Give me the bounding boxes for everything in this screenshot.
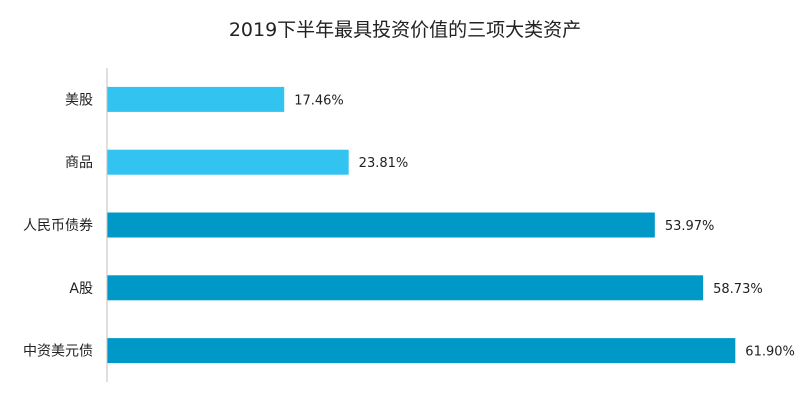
value-label-2: 53.97%: [665, 219, 715, 234]
category-label-1: 商品: [65, 155, 93, 171]
value-label-3: 58.73%: [713, 282, 763, 297]
category-label-4: 中资美元债: [23, 344, 93, 360]
bar-2: [107, 212, 655, 238]
bar-0: [107, 86, 285, 112]
category-label-2: 人民币债券: [23, 218, 93, 234]
chart-title: 2019下半年最具投资价值的三项大类资产: [229, 19, 581, 41]
value-label-4: 61.90%: [745, 345, 795, 360]
value-label-0: 17.46%: [294, 93, 344, 108]
category-label-0: 美股: [65, 92, 93, 108]
bar-4: [107, 338, 736, 364]
category-label-3: A股: [69, 281, 93, 297]
bar-1: [107, 149, 349, 175]
value-label-1: 23.81%: [359, 156, 409, 171]
bars-layer: 17.46% 23.81% 53.97% 58.73% 61.90%: [107, 86, 795, 364]
bar-3: [107, 275, 704, 301]
